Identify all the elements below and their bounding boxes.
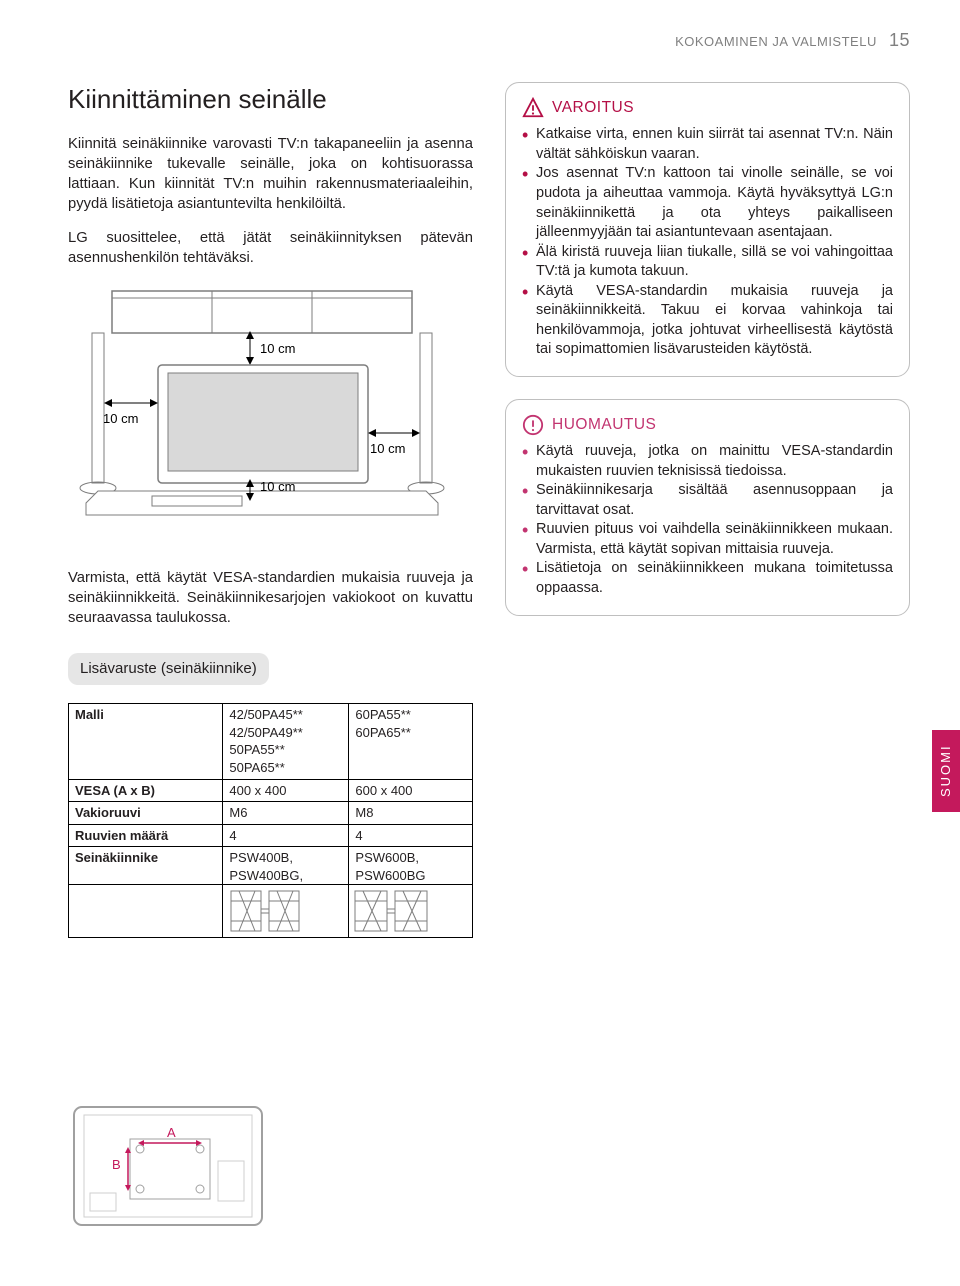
note-item: Lisätietoja on seinäkiinnikkeen mukana t… bbox=[522, 559, 893, 598]
warning-item: Käytä VESA-standardin mukaisia ruuveja j… bbox=[522, 282, 893, 360]
dim-label-A: A bbox=[167, 1125, 176, 1140]
dim-label-B: B bbox=[112, 1157, 121, 1172]
page-header: KOKOAMINEN JA VALMISTELU 15 bbox=[68, 28, 910, 52]
cell: M6 bbox=[223, 802, 349, 825]
cell: PSW600B, PSW600BG bbox=[349, 847, 473, 885]
page-number: 15 bbox=[889, 30, 910, 50]
language-tab: SUOMI bbox=[932, 730, 960, 812]
warning-item: Älä kiristä ruuveja liian tiukalle, sill… bbox=[522, 243, 893, 282]
alert-icon bbox=[522, 97, 544, 119]
note-item: Ruuvien pituus voi vaihdella seinäkiinni… bbox=[522, 520, 893, 559]
cell: 400 x 400 bbox=[223, 779, 349, 802]
accessory-heading: Lisävaruste (seinäkiinnike) bbox=[68, 653, 269, 685]
table-row: Vakioruuvi M6 M8 bbox=[69, 802, 473, 825]
row-label: VESA (A x B) bbox=[69, 779, 223, 802]
info-icon bbox=[522, 414, 544, 436]
warning-item: Katkaise virta, ennen kuin siirrät tai a… bbox=[522, 125, 893, 164]
page-title: Kiinnittäminen seinälle bbox=[68, 82, 473, 117]
section-title: KOKOAMINEN JA VALMISTELU bbox=[675, 34, 877, 49]
clearance-diagram: 10 cm 10 cm 10 cm bbox=[68, 283, 448, 543]
cell: 42/50PA45** 42/50PA49** 50PA55** 50PA65*… bbox=[223, 704, 349, 779]
cell: M8 bbox=[349, 802, 473, 825]
spec-table: Malli 42/50PA45** 42/50PA49** 50PA55** 5… bbox=[68, 703, 473, 938]
row-label: Vakioruuvi bbox=[69, 802, 223, 825]
warning-box: VAROITUS Katkaise virta, ennen kuin siir… bbox=[505, 82, 910, 377]
note-box: HUOMAUTUS Käytä ruuveja, jotka on mainit… bbox=[505, 399, 910, 616]
cell: 4 bbox=[223, 824, 349, 847]
vesa-dimension-diagram: A B bbox=[68, 1101, 268, 1231]
cell: PSW400B, PSW400BG, bbox=[223, 847, 349, 885]
row-label: Seinäkiinnike bbox=[69, 847, 223, 885]
dim-bottom: 10 cm bbox=[260, 479, 295, 494]
intro-paragraph-1: Kiinnitä seinäkiinnike varovasti TV:n ta… bbox=[68, 135, 473, 215]
bracket-icon bbox=[225, 887, 305, 935]
note-title: HUOMAUTUS bbox=[552, 415, 656, 436]
bracket-cell bbox=[223, 885, 349, 938]
row-label: Ruuvien määrä bbox=[69, 824, 223, 847]
table-row bbox=[69, 885, 473, 938]
bracket-cell bbox=[349, 885, 473, 938]
table-row: Seinäkiinnike PSW400B, PSW400BG, PSW600B… bbox=[69, 847, 473, 885]
table-row: Malli 42/50PA45** 42/50PA49** 50PA55** 5… bbox=[69, 704, 473, 779]
table-row: VESA (A x B) 400 x 400 600 x 400 bbox=[69, 779, 473, 802]
warning-item: Jos asennat TV:n kattoon tai vinolle sei… bbox=[522, 164, 893, 242]
vesa-paragraph: Varmista, että käytät VESA-standardien m… bbox=[68, 569, 473, 629]
cell: 600 x 400 bbox=[349, 779, 473, 802]
intro-paragraph-2: LG suosittelee, että jätät seinäkiinnity… bbox=[68, 229, 473, 269]
cell: 4 bbox=[349, 824, 473, 847]
note-item: Seinäkiinnikesarja sisältää asennusoppaa… bbox=[522, 481, 893, 520]
cell: 60PA55** 60PA65** bbox=[349, 704, 473, 779]
bracket-icon bbox=[351, 887, 431, 935]
dim-left: 10 cm bbox=[103, 411, 138, 426]
row-label: Malli bbox=[69, 704, 223, 779]
dim-top: 10 cm bbox=[260, 341, 295, 356]
note-item: Käytä ruuveja, jotka on mainittu VESA-st… bbox=[522, 442, 893, 481]
table-row: Ruuvien määrä 4 4 bbox=[69, 824, 473, 847]
dim-right: 10 cm bbox=[370, 441, 405, 456]
warning-title: VAROITUS bbox=[552, 98, 634, 119]
